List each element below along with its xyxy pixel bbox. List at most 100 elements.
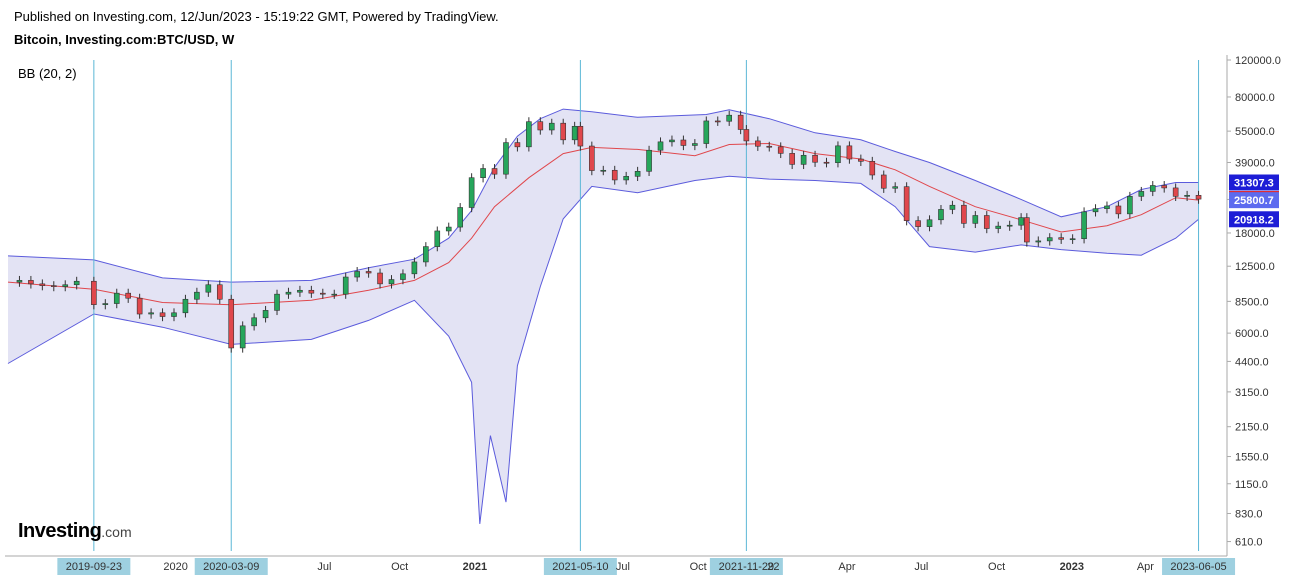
candle	[755, 136, 761, 151]
candle-body	[611, 169, 618, 181]
candle-body	[571, 125, 578, 141]
candle	[1081, 207, 1087, 244]
candle	[777, 142, 784, 159]
candle	[1092, 204, 1099, 217]
candle	[514, 138, 521, 152]
price-label-box	[1229, 174, 1279, 191]
candle	[457, 203, 463, 232]
candle-body	[50, 285, 57, 287]
candle-body	[216, 284, 223, 300]
candle-body	[1035, 240, 1042, 243]
candle	[171, 308, 177, 322]
x-tick-label: Jul	[914, 561, 928, 573]
candle-body	[589, 145, 595, 171]
candle	[491, 164, 498, 179]
candle-body	[239, 325, 246, 349]
candle-body	[62, 284, 69, 287]
candle	[423, 242, 429, 267]
bollinger-band	[7, 108, 1199, 524]
candle	[388, 275, 395, 289]
candle	[858, 154, 864, 166]
candle-body	[182, 298, 189, 314]
candle-body	[949, 204, 956, 210]
candle	[1161, 181, 1168, 193]
candle	[903, 182, 910, 226]
candle-body	[526, 121, 532, 148]
y-tick-label: 3150.0	[1235, 387, 1269, 399]
x-tick-label: Jul	[317, 561, 331, 573]
candle-body	[560, 122, 567, 141]
axes: 120000.080000.055000.039000.026000.01800…	[5, 55, 1281, 575]
candle	[1149, 181, 1156, 197]
candle-body	[892, 186, 898, 189]
candle-body	[1104, 205, 1110, 209]
candle-body	[297, 289, 303, 293]
candle	[62, 280, 69, 292]
candle	[1115, 201, 1122, 219]
candle-body	[926, 219, 933, 227]
candle	[846, 141, 853, 164]
candle-body	[692, 143, 698, 146]
candle	[216, 280, 223, 304]
candle-body	[113, 292, 120, 304]
candle-body	[274, 293, 280, 311]
candle	[1035, 236, 1042, 247]
y-tick-label: 39000.0	[1235, 157, 1275, 169]
candle-body	[714, 120, 721, 123]
candle	[125, 288, 131, 303]
x-tick-highlight	[57, 558, 131, 575]
y-tick-label: 1150.0	[1235, 479, 1268, 491]
x-tick-label: 2019-09-23	[66, 561, 122, 573]
candle-body	[365, 271, 372, 274]
candle	[251, 313, 257, 331]
candle	[297, 285, 303, 297]
candle	[50, 281, 57, 292]
candle	[148, 308, 154, 319]
candle-body	[457, 207, 463, 228]
y-tick-label: 610.0	[1235, 537, 1263, 549]
candle-body	[835, 145, 841, 164]
candle	[869, 156, 876, 180]
candle-body	[434, 230, 441, 247]
candle-body	[251, 317, 257, 327]
candle	[560, 118, 567, 145]
candle	[972, 211, 979, 229]
candle-body	[846, 145, 853, 160]
candle-body	[680, 139, 687, 146]
price-label: 25800.7	[1234, 195, 1274, 207]
candle-body	[537, 121, 544, 131]
x-tick-label: Oct	[690, 561, 707, 573]
candle-body	[869, 161, 876, 176]
candle	[646, 145, 652, 176]
candle	[548, 118, 555, 135]
x-tick-label: 2021-05-10	[552, 561, 608, 573]
candle-body	[938, 209, 944, 221]
candle-body	[972, 215, 979, 224]
candle	[949, 200, 956, 215]
candle	[16, 275, 23, 287]
candle	[445, 222, 452, 236]
candle	[589, 141, 595, 176]
candle-body	[39, 283, 46, 286]
candle	[692, 139, 698, 151]
candle-body	[858, 158, 864, 162]
candle	[194, 287, 200, 304]
candle	[159, 308, 166, 322]
y-tick-label: 4400.0	[1235, 356, 1269, 368]
candle	[983, 211, 990, 234]
candle	[1069, 234, 1076, 244]
candle-body	[1115, 205, 1122, 215]
candle-body	[703, 120, 710, 144]
candle-body	[194, 291, 200, 300]
candle	[611, 165, 618, 185]
candle	[571, 121, 578, 145]
candle-body	[737, 114, 744, 130]
candle	[737, 110, 744, 135]
bb-upper-line	[7, 108, 1199, 283]
x-tick-label: 2023-06-05	[1170, 561, 1226, 573]
candle	[182, 294, 189, 318]
candle	[468, 173, 475, 213]
candle-body	[1195, 195, 1202, 200]
